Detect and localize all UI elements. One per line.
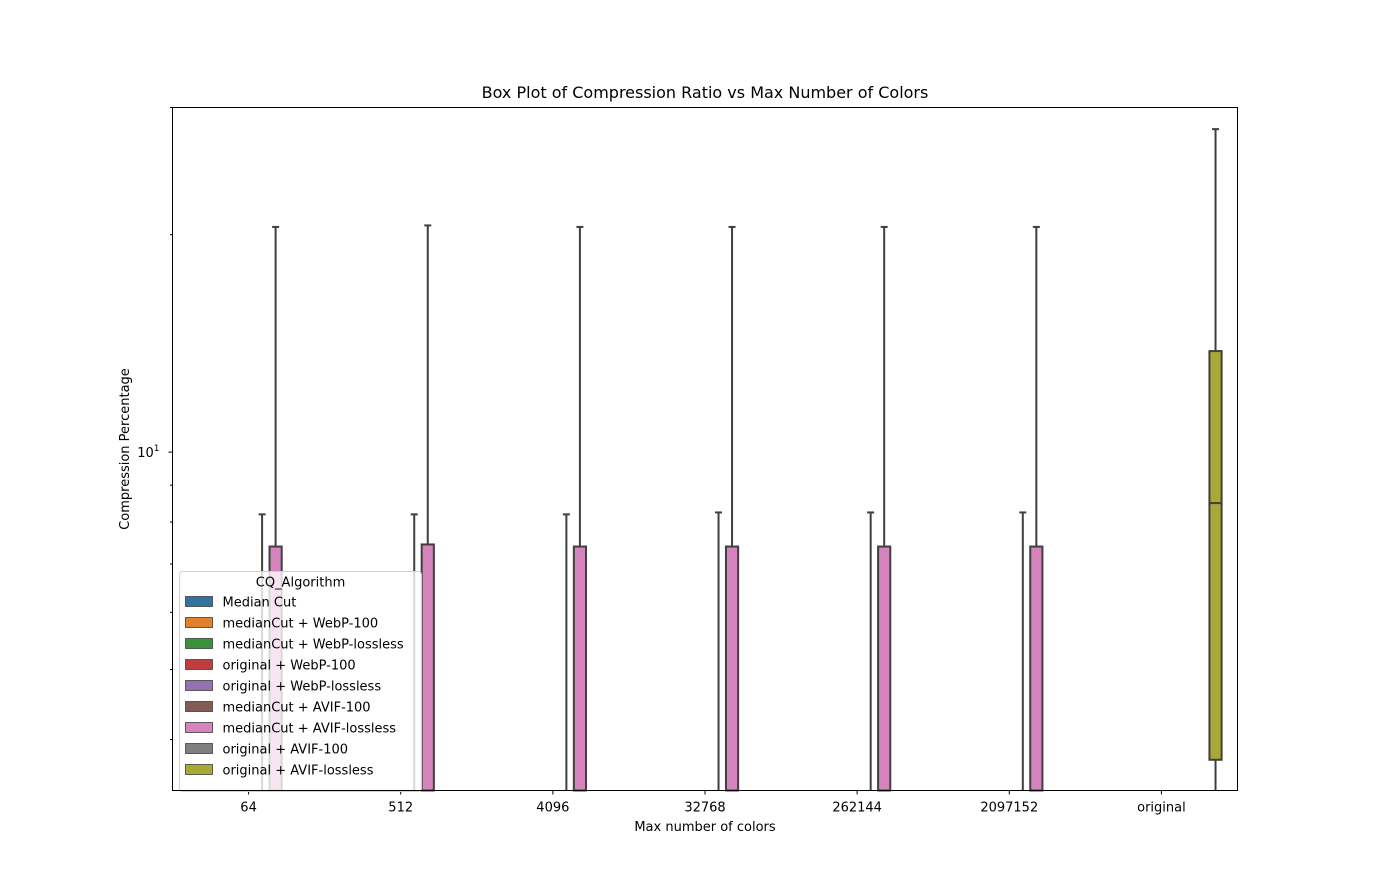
box-body bbox=[1208, 350, 1223, 761]
y-axis-ticks: 101 bbox=[137, 107, 173, 741]
y-axis-label: Compression Percentage bbox=[118, 368, 133, 530]
box-body bbox=[877, 545, 892, 792]
legend-swatch bbox=[185, 701, 213, 712]
box-group bbox=[572, 225, 587, 792]
legend-swatch bbox=[185, 638, 213, 649]
box-group bbox=[867, 511, 875, 791]
legend-swatch bbox=[185, 617, 213, 628]
x-axis-ticks: 64 512 4096 32768 262144 2097152 original bbox=[240, 790, 1186, 816]
legend-swatch bbox=[185, 680, 213, 691]
legend-entry-label: original + AVIF-lossless bbox=[223, 764, 374, 779]
legend-frame bbox=[179, 571, 422, 792]
legend-swatch bbox=[185, 743, 213, 754]
plot-frame bbox=[172, 107, 1238, 791]
legend-entry-label: medianCut + AVIF-lossless bbox=[223, 722, 397, 737]
box-group bbox=[1019, 511, 1027, 791]
box-group bbox=[1208, 128, 1223, 791]
legend: CQ_Algorithm Median Cut medianCut + WebP-1… bbox=[179, 571, 422, 792]
chart-title: Box Plot of Compression Ratio vs Max Num… bbox=[482, 83, 929, 102]
legend-swatch bbox=[185, 659, 213, 670]
legend-swatch bbox=[185, 722, 213, 733]
box-body bbox=[724, 545, 740, 792]
x-tick-label: original bbox=[1137, 801, 1186, 816]
box-group bbox=[724, 225, 740, 792]
box-body bbox=[1029, 545, 1044, 792]
x-tick-label: 4096 bbox=[536, 801, 569, 816]
legend-entry-label: medianCut + AVIF-100 bbox=[223, 701, 371, 716]
box-group bbox=[1029, 225, 1044, 792]
legend-entry-label: original + WebP-lossless bbox=[223, 680, 382, 695]
legend-entry-label: medianCut + WebP-100 bbox=[223, 617, 379, 632]
y-tick-label: 101 bbox=[137, 444, 159, 461]
x-tick-label: 262144 bbox=[832, 801, 882, 816]
legend-swatch bbox=[185, 596, 213, 607]
box-group bbox=[715, 511, 723, 791]
x-axis-label: Max number of colors bbox=[634, 820, 776, 835]
legend-title: CQ_Algorithm bbox=[256, 576, 345, 591]
box-group bbox=[420, 224, 435, 792]
box-group bbox=[562, 513, 570, 791]
box-body bbox=[572, 545, 587, 792]
legend-entry-label: Median Cut bbox=[223, 596, 297, 611]
legend-swatch bbox=[185, 764, 213, 775]
x-tick-label: 64 bbox=[240, 801, 257, 816]
box-group bbox=[877, 225, 892, 792]
legend-entry-label: original + AVIF-100 bbox=[223, 743, 349, 758]
x-tick-label: 512 bbox=[388, 801, 413, 816]
box-body bbox=[420, 543, 435, 792]
x-tick-label: 2097152 bbox=[980, 801, 1038, 816]
legend-entry-label: original + WebP-100 bbox=[223, 659, 356, 674]
legend-entry-label: medianCut + WebP-lossless bbox=[223, 638, 404, 653]
x-tick-label: 32768 bbox=[684, 801, 725, 816]
